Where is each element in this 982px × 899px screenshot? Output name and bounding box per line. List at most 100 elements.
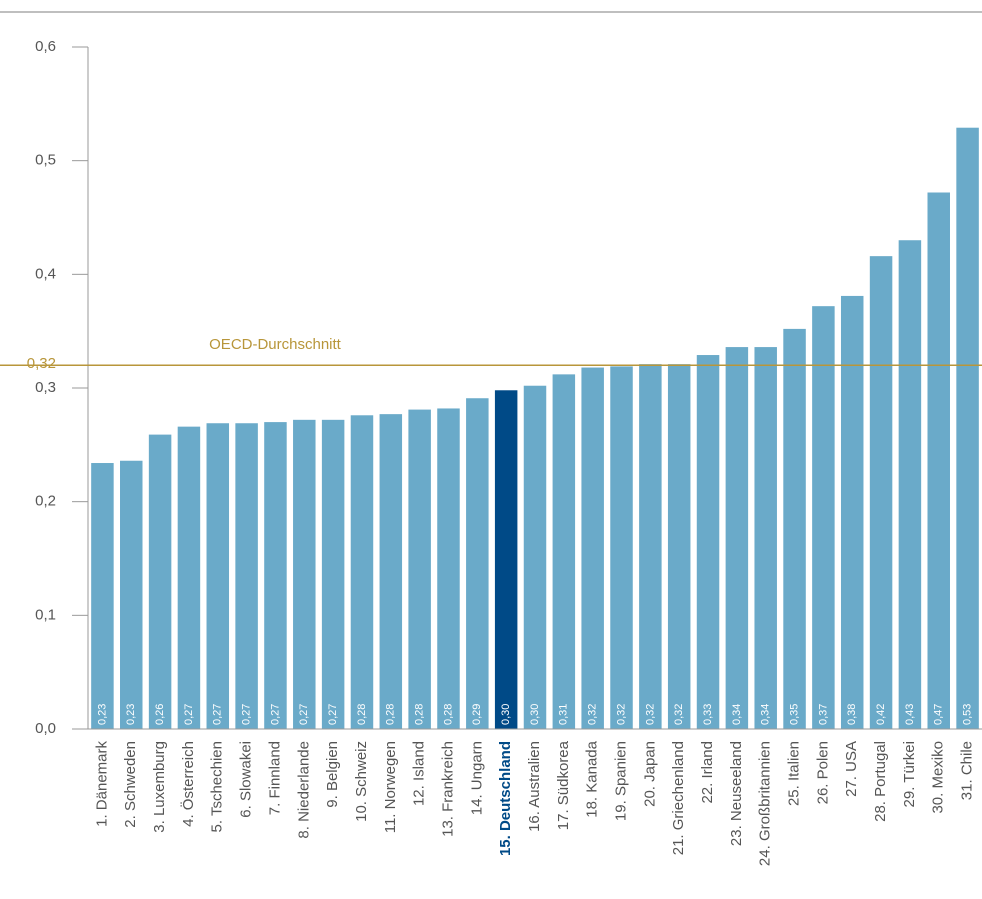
x-tick-label: 6. Slowakei	[238, 741, 255, 818]
bar	[956, 127, 979, 730]
x-tick-label: 31. Chile	[959, 741, 976, 800]
bar	[177, 426, 201, 729]
y-tick-label: 0,3	[35, 379, 56, 396]
x-tick-label: 5. Tschechien	[209, 741, 226, 832]
value-label: 0,32	[615, 704, 627, 725]
x-tick-label: 25. Italien	[786, 741, 803, 806]
y-tick-label: 0,2	[35, 493, 56, 510]
x-tick-label: 18. Kanada	[584, 740, 601, 817]
x-tick-label: 17. Südkorea	[555, 740, 572, 830]
x-tick-label: 8. Niederlande	[295, 741, 312, 839]
value-label: 0,30	[500, 704, 512, 725]
bar	[235, 423, 258, 729]
bar	[610, 366, 633, 729]
x-tick-label: 11. Norwegen	[382, 741, 399, 833]
value-label: 0,26	[154, 704, 166, 725]
y-tick-label: 0,4	[35, 265, 56, 282]
x-tick-label: 30. Mexiko	[930, 741, 947, 814]
x-tick-label: 4. Österreich	[179, 741, 197, 827]
value-label: 0,34	[760, 704, 772, 725]
value-label: 0,53	[961, 704, 973, 725]
bar	[754, 347, 777, 729]
value-label: 0,27	[241, 704, 253, 725]
bar	[667, 364, 691, 729]
bar	[408, 409, 431, 729]
bar	[840, 295, 864, 729]
x-tick-label: 28. Portugal	[872, 741, 889, 822]
value-label: 0,30	[529, 704, 541, 725]
value-label: 0,31	[558, 704, 570, 725]
bar	[494, 390, 518, 729]
bar	[91, 463, 114, 729]
y-tick-label: 0,6	[35, 38, 56, 55]
x-tick-label: 16. Australien	[526, 741, 543, 832]
bar	[898, 240, 922, 729]
value-label: 0,27	[212, 704, 224, 725]
x-tick-label: 9. Belgien	[324, 741, 341, 808]
value-label: 0,32	[644, 704, 656, 725]
bar	[639, 364, 662, 729]
x-tick-label: 1. Dänemark	[93, 741, 110, 827]
bar	[321, 419, 345, 729]
x-tick-label: 3. Luxemburg	[151, 741, 168, 833]
value-label: 0,34	[731, 704, 743, 725]
value-label: 0,27	[183, 704, 195, 725]
x-tick-label: 20. Japan	[641, 741, 658, 807]
bar	[466, 398, 489, 729]
x-tick-label: 27. USA	[843, 741, 860, 797]
value-label: 0,27	[269, 704, 281, 725]
bar	[869, 256, 893, 729]
bar	[927, 192, 950, 729]
value-label: 0,27	[327, 704, 339, 725]
reference-value-label: 0,32	[27, 355, 56, 372]
value-label: 0,28	[356, 704, 368, 725]
bar	[696, 355, 720, 729]
bar	[148, 434, 172, 729]
value-label: 0,28	[385, 704, 397, 725]
bar	[293, 419, 316, 729]
y-tick-label: 0,0	[35, 720, 56, 737]
value-label: 0,28	[414, 704, 426, 725]
bar	[379, 414, 403, 729]
x-tick-label: 29. Türkei	[901, 741, 918, 807]
bar	[725, 347, 749, 729]
x-tick-label: 22. Irland	[699, 741, 716, 804]
reference-line-label: OECD-Durchschnitt	[209, 336, 342, 353]
bar	[264, 422, 287, 729]
x-tick-label: 23. Neuseeland	[728, 741, 745, 846]
value-label: 0,32	[673, 704, 685, 725]
x-tick-label: 21. Griechenland	[670, 741, 687, 855]
value-label: 0,42	[875, 704, 887, 725]
value-label: 0,38	[846, 704, 858, 725]
bar	[581, 367, 604, 729]
x-tick-label: 24. Großbritannien	[757, 741, 774, 866]
value-label: 0,23	[96, 704, 108, 725]
value-label: 0,28	[442, 704, 454, 725]
x-tick-label: 12. Island	[411, 741, 428, 806]
bar	[812, 306, 835, 729]
x-tick-label: 26. Polen	[814, 741, 831, 804]
x-tick-label: 2. Schweden	[122, 741, 139, 828]
value-label: 0,32	[587, 704, 599, 725]
bar	[120, 460, 143, 729]
bar	[783, 328, 806, 729]
value-label: 0,47	[933, 704, 945, 725]
x-tick-label: 14. Ungarn	[468, 741, 485, 815]
value-label: 0,27	[298, 704, 310, 725]
bar	[437, 408, 460, 729]
x-tick-label: 13. Frankreich	[439, 741, 456, 837]
value-label: 0,33	[702, 704, 714, 725]
value-label: 0,23	[125, 704, 137, 725]
x-tick-label: 19. Spanien	[612, 741, 629, 821]
value-label: 0,43	[904, 704, 916, 725]
bar	[206, 423, 230, 729]
value-label: 0,37	[817, 704, 829, 725]
bar	[350, 415, 374, 729]
y-tick-label: 0,5	[35, 152, 56, 169]
value-label: 0,35	[788, 704, 800, 725]
x-tick-label: 15. Deutschland	[497, 741, 514, 856]
y-tick-label: 0,1	[35, 606, 56, 623]
x-tick-label: 10. Schweiz	[353, 741, 370, 822]
x-tick-label: 7. Finnland	[266, 741, 283, 815]
